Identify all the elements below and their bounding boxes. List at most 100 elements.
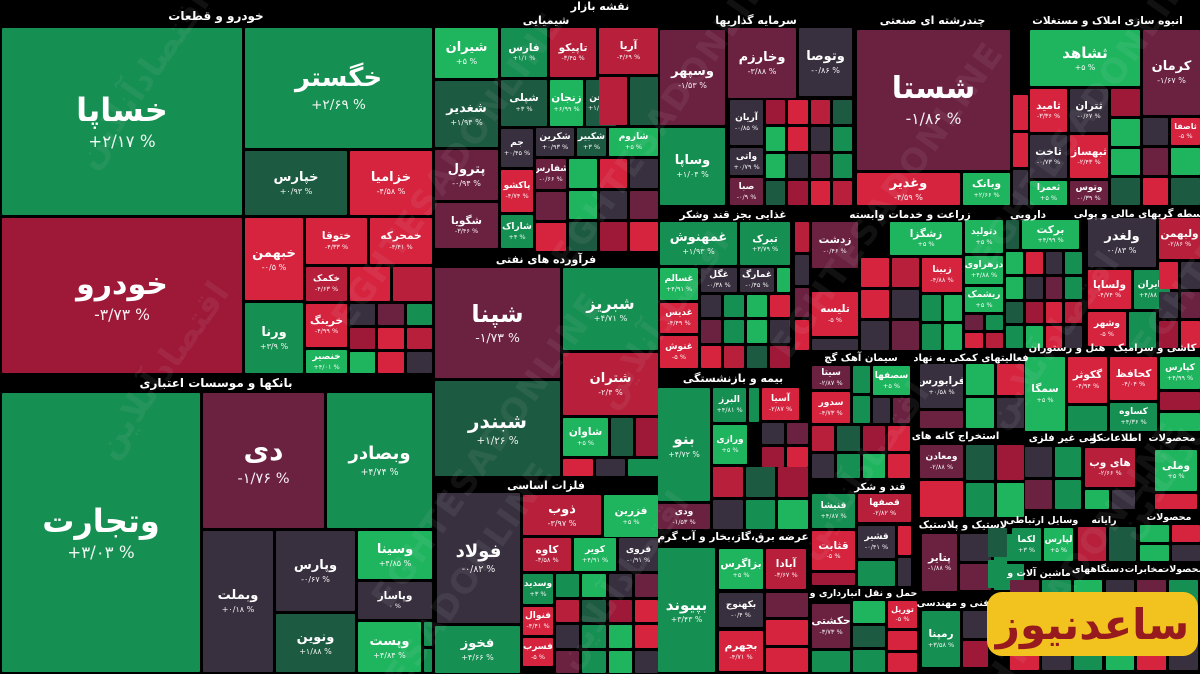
stock-tile-small[interactable]: [569, 159, 597, 188]
stock-tile[interactable]: پاکشو -۴/۷۴ %: [501, 170, 533, 212]
stock-tile-small[interactable]: [630, 159, 658, 188]
stock-tile-small[interactable]: [630, 77, 658, 125]
stock-tile[interactable]: جم +۰/۴۵ %: [501, 129, 533, 167]
stock-tile-small[interactable]: [1111, 148, 1140, 176]
stock-tile-small[interactable]: [960, 534, 991, 561]
stock-tile-small[interactable]: [853, 396, 870, 423]
stock-tile-small[interactable]: [406, 304, 432, 325]
stock-tile-small[interactable]: [1111, 89, 1140, 116]
stock-tile[interactable]: خبهمن -۰/۵ %: [245, 218, 303, 300]
stock-tile-small[interactable]: [595, 459, 626, 476]
stock-tile[interactable]: غگل -۰/۳۸ %: [701, 268, 737, 292]
stock-tile-small[interactable]: [582, 599, 606, 622]
stock-tile[interactable]: کساوه +۴/۳۶ %: [1110, 403, 1157, 431]
stock-tile-small[interactable]: [1013, 170, 1028, 205]
stock-tile[interactable]: بجهرم -۴/۷۱ %: [719, 631, 763, 671]
stock-tile[interactable]: ثشاهد +۵ %: [1030, 30, 1140, 86]
stock-tile-small[interactable]: [634, 574, 658, 597]
stock-tile[interactable]: توریل -۵ %: [888, 601, 917, 628]
stock-tile-small[interactable]: [966, 397, 994, 428]
stock-tile-small[interactable]: [1025, 447, 1052, 477]
stock-tile-small[interactable]: [599, 190, 628, 220]
stock-tile[interactable]: خساپا +۲/۱۷ %: [2, 28, 242, 215]
stock-tile-small[interactable]: [350, 304, 376, 325]
stock-tile-small[interactable]: [762, 423, 784, 444]
stock-tile-small[interactable]: [1025, 479, 1052, 509]
stock-tile[interactable]: سمگا +۵ %: [1025, 357, 1065, 431]
stock-tile[interactable]: خزامیا -۴/۵۸ %: [350, 151, 432, 215]
stock-tile[interactable]: زبینا -۴/۸۸ %: [922, 258, 962, 292]
stock-tile-small[interactable]: [1181, 291, 1200, 319]
stock-tile[interactable]: فنوال -۴/۴۱ %: [523, 607, 553, 635]
stock-tile[interactable]: شکبیر +۳ %: [577, 128, 606, 156]
stock-tile-small[interactable]: [922, 324, 941, 350]
stock-tile-small[interactable]: [788, 154, 808, 178]
stock-tile-small[interactable]: [724, 345, 744, 368]
stock-tile[interactable]: قصفها -۲/۸۲ %: [858, 494, 911, 522]
stock-tile-small[interactable]: [853, 366, 870, 393]
stock-tile-small[interactable]: [1065, 252, 1082, 274]
stock-tile[interactable]: ثبهساز -۲/۴۳ %: [1070, 135, 1108, 178]
stock-tile-small[interactable]: [1111, 178, 1140, 205]
stock-tile-small[interactable]: [812, 453, 835, 478]
stock-tile[interactable]: لکما +۳ %: [1012, 528, 1041, 561]
stock-tile-small[interactable]: [1054, 447, 1081, 477]
stock-tile-small[interactable]: [837, 426, 860, 451]
stock-tile-small[interactable]: [788, 100, 808, 124]
stock-tile[interactable]: آسیا -۲/۸۷ %: [762, 388, 799, 420]
stock-tile-small[interactable]: [965, 315, 983, 330]
stock-tile-small[interactable]: [1085, 490, 1109, 509]
stock-tile-small[interactable]: [795, 254, 809, 285]
stock-tile-small[interactable]: [556, 650, 580, 673]
stock-tile[interactable]: آبادا -۳/۶۷ %: [766, 549, 806, 589]
stock-tile[interactable]: خگستر +۲/۶۹ %: [245, 28, 432, 148]
stock-tile-small[interactable]: [406, 352, 432, 373]
stock-tile-small[interactable]: [810, 127, 830, 151]
stock-tile-small[interactable]: [1171, 525, 1200, 542]
stock-tile[interactable]: ثتران -۰/۶۷ %: [1070, 89, 1108, 132]
stock-tile-small[interactable]: [724, 295, 744, 318]
stock-tile-small[interactable]: [713, 467, 743, 497]
stock-tile-small[interactable]: [766, 154, 786, 178]
stock-tile-small[interactable]: [766, 647, 808, 672]
stock-tile-small[interactable]: [1054, 479, 1081, 509]
stock-tile[interactable]: دی -۱/۷۶ %: [203, 393, 324, 528]
stock-tile[interactable]: فخوز +۴/۶۶ %: [435, 626, 520, 673]
stock-tile-small[interactable]: [536, 223, 566, 251]
stock-tile-small[interactable]: [569, 222, 597, 251]
stock-tile-small[interactable]: [853, 625, 885, 648]
stock-tile[interactable]: زدشت -۰/۴۶ %: [812, 222, 858, 268]
stock-tile-small[interactable]: [1068, 406, 1107, 431]
stock-tile-small[interactable]: [1006, 326, 1023, 348]
stock-tile-small[interactable]: [1160, 413, 1200, 431]
stock-tile[interactable]: البرز +۴/۸۱ %: [713, 388, 746, 422]
stock-tile[interactable]: ختوقا -۴/۳۳ %: [306, 218, 367, 264]
stock-tile-small[interactable]: [634, 599, 658, 622]
stock-tile-small[interactable]: [966, 482, 994, 517]
stock-tile-small[interactable]: [563, 459, 593, 476]
stock-tile-small[interactable]: [392, 267, 432, 301]
stock-tile[interactable]: سصفها +۵ %: [873, 366, 910, 395]
stock-tile[interactable]: خرینگ -۴/۹۹ %: [306, 304, 347, 347]
stock-tile[interactable]: ثاصفا -۵ %: [1171, 118, 1200, 145]
stock-tile-small[interactable]: [965, 333, 983, 348]
stock-tile-small[interactable]: [599, 159, 628, 188]
stock-tile[interactable]: وشهر -۵ %: [1088, 312, 1126, 346]
stock-tile[interactable]: صبا -۰/۹ %: [730, 178, 763, 205]
stock-tile-small[interactable]: [424, 622, 432, 646]
stock-tile-small[interactable]: [766, 127, 786, 151]
stock-tile-small[interactable]: [887, 453, 910, 478]
stock-tile[interactable]: ولساپا -۴/۷۴ %: [1088, 270, 1131, 309]
stock-tile[interactable]: خپارس +۰/۹۳ %: [245, 151, 347, 215]
stock-tile-small[interactable]: [630, 190, 658, 220]
stock-tile-small[interactable]: [812, 651, 850, 672]
stock-tile[interactable]: ودی -۱/۵۳ %: [658, 504, 710, 529]
stock-tile-small[interactable]: [1159, 291, 1178, 319]
stock-tile-small[interactable]: [788, 181, 808, 205]
stock-tile-small[interactable]: [873, 398, 890, 423]
stock-tile-small[interactable]: [749, 388, 759, 422]
stock-tile-small[interactable]: [599, 77, 627, 125]
stock-tile-small[interactable]: [582, 650, 606, 673]
stock-tile[interactable]: های وب -۲/۶۶ %: [1085, 448, 1135, 487]
stock-tile[interactable]: سیتا -۲/۸۷ %: [812, 366, 850, 389]
